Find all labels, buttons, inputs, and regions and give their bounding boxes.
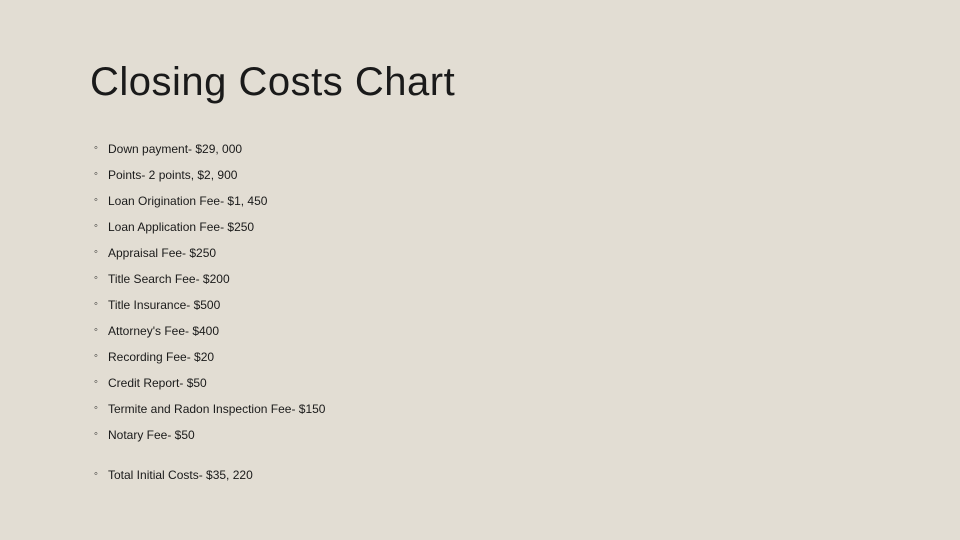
list-item: Title Search Fee- $200 xyxy=(90,273,870,285)
total-item: Total Initial Costs- $35, 220 xyxy=(90,469,870,481)
list-item: Termite and Radon Inspection Fee- $150 xyxy=(90,403,870,415)
list-item: Recording Fee- $20 xyxy=(90,351,870,363)
list-item: Title Insurance- $500 xyxy=(90,299,870,311)
list-item: Points- 2 points, $2, 900 xyxy=(90,169,870,181)
list-item: Attorney's Fee- $400 xyxy=(90,325,870,337)
list-item: Loan Origination Fee- $1, 450 xyxy=(90,195,870,207)
list-item: Down payment- $29, 000 xyxy=(90,143,870,155)
list-item: Loan Application Fee- $250 xyxy=(90,221,870,233)
list-item: Credit Report- $50 xyxy=(90,377,870,389)
list-item: Notary Fee- $50 xyxy=(90,429,870,441)
list-item: Appraisal Fee- $250 xyxy=(90,247,870,259)
cost-list: Down payment- $29, 000 Points- 2 points,… xyxy=(90,143,870,481)
slide-container: Closing Costs Chart Down payment- $29, 0… xyxy=(0,0,960,540)
slide-title: Closing Costs Chart xyxy=(90,60,870,105)
